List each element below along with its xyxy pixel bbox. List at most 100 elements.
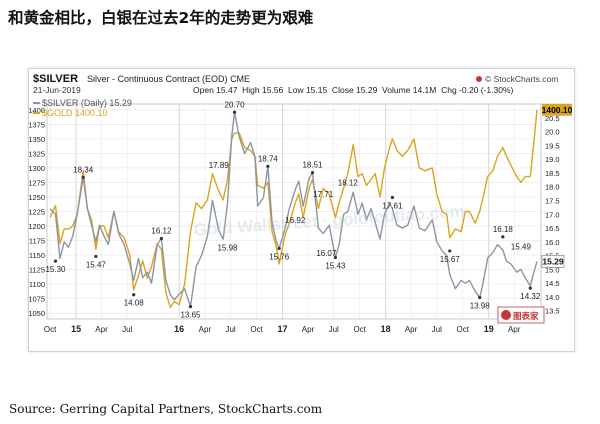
annotation-label: 15.43 <box>325 262 346 271</box>
annotation-label: 17.61 <box>382 201 403 210</box>
x-tick-label: Oct <box>457 325 470 334</box>
right-tick-label: 20.0 <box>545 128 560 137</box>
annotation-point <box>310 171 315 175</box>
right-tick-label: 19.0 <box>545 155 560 164</box>
annotation-point <box>501 235 505 239</box>
chart-lines <box>49 109 538 309</box>
left-tick-label: 1400 <box>29 106 45 115</box>
gold-price-badge <box>542 103 572 116</box>
silver-price-badge <box>541 254 565 268</box>
right-tick-label: 17.5 <box>545 196 560 205</box>
x-tick-label: Oct <box>353 325 366 334</box>
chart-contract: Silver - Continuous Contract (EOD) CME <box>87 74 250 84</box>
x-tick-label: Apr <box>95 325 108 334</box>
price-chart: $SILVER Silver - Continuous Contract (EO… <box>29 73 573 334</box>
chart-panel: $SILVER Silver - Continuous Contract (EO… <box>28 68 575 352</box>
annotation-point <box>528 286 532 290</box>
annotation-point <box>277 246 281 251</box>
right-tick-label: 18.0 <box>545 183 560 192</box>
logo-box <box>497 306 545 324</box>
silver-price-badge-label: 15.29 <box>542 256 564 266</box>
left-tick-label: 1150 <box>29 251 45 260</box>
left-tick-label: 1075 <box>29 295 45 304</box>
left-tick-label: 1375 <box>29 120 45 129</box>
x-tick-label: Jul <box>122 325 132 334</box>
x-tick-label: Jul <box>225 325 235 334</box>
annotation-point <box>333 255 337 260</box>
right-tick-label: 14.5 <box>545 279 560 288</box>
x-tick-label: Jul <box>432 325 442 334</box>
right-tick-label: 14.0 <box>545 293 560 302</box>
annotation-label: 16.07 <box>316 249 337 258</box>
right-tick-label: 20.5 <box>545 114 560 123</box>
annotation-label: 15.49 <box>511 242 532 251</box>
left-tick-label: 1050 <box>29 309 45 318</box>
annotation-label: 15.30 <box>45 265 66 274</box>
left-tick-label: 1300 <box>29 164 45 173</box>
left-tick-label: 1100 <box>29 280 45 289</box>
annotation-point <box>448 249 452 253</box>
x-tick-label: 19 <box>484 324 494 334</box>
x-tick-label: 15 <box>71 324 81 334</box>
annotation-label: 18.34 <box>73 165 94 174</box>
legend-silver: $SILVER (Daily) 15.29 <box>42 98 132 108</box>
chart-quote: Open 15.47 High 15.56 Low 15.15 Close 15… <box>193 85 514 95</box>
x-tick-label: 18 <box>381 324 391 334</box>
chart-grid <box>46 103 542 320</box>
x-tick-label: Apr <box>508 325 521 334</box>
x-tick-label: Apr <box>199 325 212 334</box>
annotation-label: 15.67 <box>440 255 461 264</box>
copyright-icon <box>476 76 482 82</box>
annotation-label: 18.12 <box>338 178 359 187</box>
logo-icon <box>501 310 511 320</box>
x-tick-label: 16 <box>174 324 184 334</box>
annotation-label: 14.32 <box>520 292 541 301</box>
annotation-point <box>232 110 237 114</box>
annotation-label: 16.18 <box>493 225 514 234</box>
right-tick-label: 19.5 <box>545 141 560 150</box>
right-tick-label: 16.0 <box>545 238 560 247</box>
left-tick-label: 1125 <box>29 266 45 275</box>
annotation-label: 13.65 <box>180 311 201 320</box>
left-tick-label: 1175 <box>29 237 45 246</box>
annotation-point <box>159 236 163 241</box>
chart-copyright: © StockCharts.com <box>485 74 558 84</box>
annotation-point <box>132 293 136 297</box>
annotation-point <box>478 295 482 300</box>
left-tick-label: 1325 <box>29 149 45 158</box>
right-tick-label: 16.5 <box>545 224 560 233</box>
gold-price-badge-label: 1400.10 <box>542 105 573 115</box>
annotation-label: 16.12 <box>151 227 172 236</box>
annotation-label: 17.71 <box>313 190 334 199</box>
annotation-label: 15.47 <box>86 260 107 269</box>
left-tick-label: 1350 <box>29 135 45 144</box>
left-tick-label: 1275 <box>29 178 45 187</box>
right-tick-label: 13.5 <box>545 307 560 316</box>
series-gold-line <box>49 109 538 309</box>
left-tick-label: 1200 <box>29 222 45 231</box>
annotation-label: 15.76 <box>269 252 290 261</box>
chart-headline: 和黄金相比，白银在过去2年的走势更为艰难 <box>8 9 314 27</box>
annotation-point <box>188 304 193 309</box>
annotation-label: 14.08 <box>124 299 145 308</box>
x-tick-label: Apr <box>302 325 315 334</box>
annotation-label: 17.89 <box>209 161 230 170</box>
annotation-point <box>81 175 85 179</box>
series-silver-line <box>49 111 538 308</box>
annotation-point <box>53 259 58 263</box>
x-tick-label: Jul <box>329 325 339 334</box>
annotation-label: 13.98 <box>470 302 491 311</box>
annotation-label: 15.98 <box>217 243 238 252</box>
right-tick-label: 15.0 <box>545 265 560 274</box>
left-tick-label: 1250 <box>29 193 45 202</box>
source-note: Source: Gerring Capital Partners, StockC… <box>9 402 323 416</box>
chart-date: 21-Jun-2019 <box>33 85 81 95</box>
x-tick-label: Oct <box>44 325 57 334</box>
annotation-point <box>390 195 395 200</box>
logo-text: 图表家 <box>513 311 539 322</box>
annotation-point <box>94 254 98 259</box>
annotation-point <box>266 164 270 168</box>
legend-gold: $GOLD 1400.10 <box>42 108 108 118</box>
chart-symbol: $SILVER <box>33 73 78 85</box>
chart-annotations: 15.30 18.34 15.47 14.08 16.12 13.65 20.70 18.74… <box>45 100 572 319</box>
